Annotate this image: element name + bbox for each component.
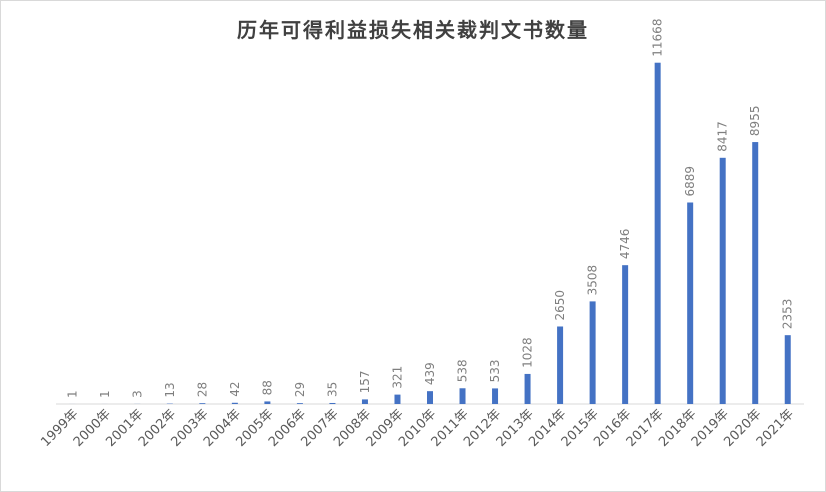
data-label: 42 (228, 381, 242, 396)
data-label: 3 (130, 390, 144, 398)
data-label: 8417 (716, 121, 730, 152)
data-label: 538 (456, 359, 470, 382)
data-label: 35 (325, 382, 339, 397)
data-label: 2650 (553, 290, 567, 321)
data-label: 2353 (781, 299, 795, 330)
data-label: 533 (488, 360, 502, 383)
bar (492, 388, 499, 404)
bar (459, 388, 466, 404)
data-label: 8955 (748, 106, 762, 137)
data-label: 13 (163, 382, 177, 397)
data-label: 439 (423, 362, 437, 385)
data-label: 157 (358, 371, 372, 394)
bar (296, 403, 303, 404)
bar (231, 402, 238, 404)
data-label: 6889 (683, 166, 697, 197)
bar (329, 402, 336, 404)
data-label: 1028 (521, 337, 535, 368)
bar (622, 265, 629, 404)
bar (784, 335, 791, 404)
bar (654, 62, 661, 404)
bar (361, 399, 368, 404)
data-label: 1 (65, 390, 79, 398)
data-label: 88 (260, 380, 274, 395)
bar (557, 326, 564, 404)
bar (427, 391, 433, 404)
bar (752, 142, 759, 404)
data-label: 1 (98, 390, 112, 398)
bar (199, 403, 206, 404)
bar (719, 157, 726, 404)
bar (394, 394, 401, 404)
bar (524, 373, 531, 404)
data-label: 28 (195, 382, 209, 397)
data-label: 3508 (586, 265, 600, 296)
data-label: 11668 (651, 19, 665, 57)
chart-title: 历年可得利益损失相关裁判文书数量 (237, 18, 589, 42)
data-label: 29 (293, 382, 307, 397)
bar (687, 202, 694, 404)
bar (264, 401, 271, 404)
data-label: 4746 (618, 229, 632, 260)
data-label: 321 (390, 366, 404, 389)
bar (589, 301, 596, 404)
